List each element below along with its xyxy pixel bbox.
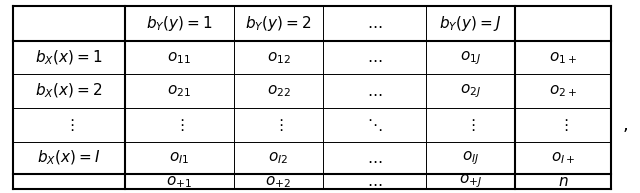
Text: $o_{1J}$: $o_{1J}$ (460, 49, 481, 67)
Text: $\ddots$: $\ddots$ (367, 117, 382, 133)
Text: $\vdots$: $\vdots$ (273, 117, 284, 133)
Text: $\vdots$: $\vdots$ (465, 117, 476, 133)
Text: $b_Y(y) = 2$: $b_Y(y) = 2$ (245, 14, 312, 33)
Text: $\ldots$: $\ldots$ (367, 174, 382, 189)
Text: $o_{I+}$: $o_{I+}$ (551, 150, 575, 166)
Text: $o_{I1}$: $o_{I1}$ (169, 150, 189, 166)
Text: $\ldots$: $\ldots$ (367, 50, 382, 65)
Text: $b_Y(y) = J$: $b_Y(y) = J$ (439, 14, 502, 33)
Text: $b_X(x) = I$: $b_X(x) = I$ (37, 149, 100, 167)
Text: $o_{1+}$: $o_{1+}$ (549, 50, 577, 66)
Text: $\ldots$: $\ldots$ (367, 84, 382, 99)
Text: $\ldots$: $\ldots$ (367, 16, 382, 31)
Text: $o_{+J}$: $o_{+J}$ (459, 173, 482, 190)
Text: $o_{21}$: $o_{21}$ (167, 83, 191, 99)
Text: $b_X(x) = 1$: $b_X(x) = 1$ (35, 49, 102, 67)
Text: $o_{+2}$: $o_{+2}$ (266, 174, 291, 190)
Text: $\vdots$: $\vdots$ (63, 117, 74, 133)
Text: ,: , (623, 116, 628, 134)
Text: $\ldots$: $\ldots$ (367, 151, 382, 166)
Text: $\vdots$: $\vdots$ (174, 117, 184, 133)
Text: $o_{2+}$: $o_{2+}$ (549, 83, 577, 99)
Text: $o_{I2}$: $o_{I2}$ (268, 150, 289, 166)
Text: $o_{22}$: $o_{22}$ (266, 83, 291, 99)
Text: $o_{11}$: $o_{11}$ (167, 50, 191, 66)
Text: $b_Y(y) = 1$: $b_Y(y) = 1$ (146, 14, 212, 33)
Text: $o_{12}$: $o_{12}$ (266, 50, 291, 66)
Text: $b_X(x) = 2$: $b_X(x) = 2$ (35, 82, 102, 100)
Text: $o_{+1}$: $o_{+1}$ (166, 174, 192, 190)
Text: $n$: $n$ (558, 174, 568, 189)
Text: $o_{2J}$: $o_{2J}$ (460, 82, 481, 100)
Text: $o_{IJ}$: $o_{IJ}$ (461, 149, 479, 167)
Text: $\vdots$: $\vdots$ (558, 117, 568, 133)
